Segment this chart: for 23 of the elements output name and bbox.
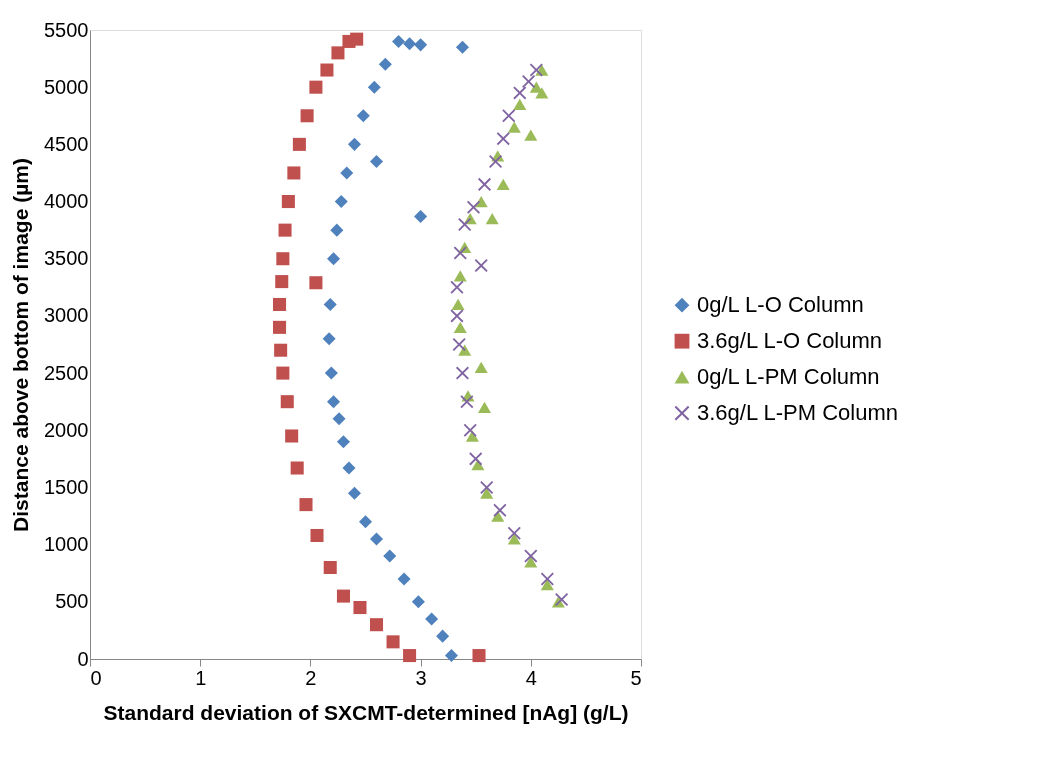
x-tick-label: 3 [415,666,427,689]
x-tick-label: 2 [305,666,317,689]
legend-label: 0g/L L-PM Column [697,364,880,390]
x-tick-label: 1 [195,666,207,689]
y-tick-label: 2500 [44,361,89,384]
y-tick-label: 4500 [44,132,89,155]
y-tick-label: 1000 [44,533,89,556]
x-tick-label: 5 [630,666,642,689]
y-tick-label: 0 [77,647,89,670]
y-tick-label: 1500 [44,475,89,498]
y-tick-label: 500 [55,590,89,613]
y-tick-label: 5000 [44,75,89,98]
y-tick-label: 2000 [44,418,89,441]
y-axis-title: Distance above bottom of image (µm) [9,158,33,532]
legend-label: 0g/L L-O Column [697,292,864,318]
y-tick-label: 5500 [44,18,89,41]
legend-label: 3.6g/L L-O Column [697,328,883,354]
x-tick-label: 4 [525,666,537,689]
x-axis-title: Standard deviation of SXCMT-determined [nAg] (g/L) [103,700,629,724]
y-tick-label: 4000 [44,190,89,213]
y-tick-label: 3500 [44,247,89,270]
legend-label: 3.6g/L L-PM Column [697,400,898,426]
y-tick-label: 3000 [44,304,89,327]
